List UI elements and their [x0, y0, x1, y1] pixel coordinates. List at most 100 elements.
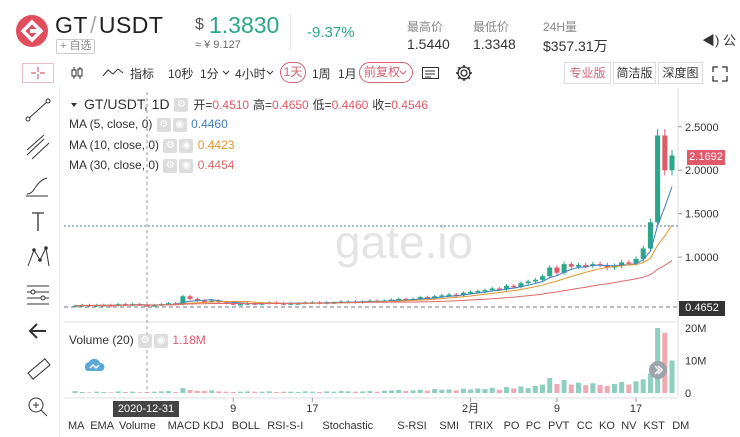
indicator-pc[interactable]: PC — [525, 420, 542, 432]
moving-averages — [74, 186, 673, 307]
time-tick-label: 2月 — [462, 403, 479, 415]
volume-bar — [525, 388, 531, 393]
sound-toggle[interactable]: ◀) 公 — [702, 33, 736, 48]
eye-icon[interactable]: ◉ — [172, 117, 187, 132]
candle-body — [446, 294, 452, 297]
ohlc-close: 收=0.4546 — [372, 98, 428, 112]
view-simple-tab[interactable]: 简洁版 — [613, 62, 656, 84]
cloud-icon[interactable] — [83, 356, 107, 376]
gear-icon[interactable]: ⚙ — [138, 333, 153, 348]
time-tick-label: 9 — [230, 403, 236, 415]
fullscreen-icon[interactable] — [711, 65, 729, 83]
gear-icon[interactable]: ⚙ — [163, 138, 178, 153]
text-tool-icon[interactable] — [22, 209, 54, 235]
volume-bar — [597, 384, 603, 393]
indicator-boll[interactable]: BOLL — [231, 420, 260, 432]
parallel-channel-icon[interactable] — [22, 135, 54, 161]
zoom-in-icon[interactable] — [22, 394, 54, 420]
volume-bar — [165, 391, 172, 393]
indicator-smi[interactable]: SMI — [439, 420, 459, 432]
interval-4h[interactable]: 4小时 — [235, 67, 266, 81]
collapse-icon[interactable] — [70, 101, 78, 109]
price-tick-label: 1.5000 — [685, 209, 719, 221]
interval-10s[interactable]: 10秒 — [168, 67, 194, 81]
indicator-kst[interactable]: KST — [643, 420, 665, 432]
back-arrow-icon[interactable] — [22, 318, 54, 344]
indicator-dm[interactable]: DM — [672, 420, 690, 432]
volume-bar — [619, 381, 625, 393]
adjust-dropdown[interactable]: 前复权 — [359, 62, 413, 83]
volume-bar — [388, 390, 394, 393]
candle-body — [237, 304, 243, 306]
candle-body — [619, 262, 625, 266]
fibonacci-icon[interactable] — [22, 281, 54, 307]
line-type-icon[interactable] — [102, 67, 124, 79]
indicator-s-rsi[interactable]: S-RSI — [397, 420, 427, 432]
volume-bar — [237, 391, 243, 393]
candle-body — [669, 155, 675, 171]
volume-tick-label: 20M — [685, 323, 706, 335]
indicator-nv[interactable]: NV — [621, 420, 637, 432]
indicator-trix[interactable]: TRIX — [468, 420, 494, 432]
interval-1mo[interactable]: 1月 — [338, 67, 357, 81]
last-price: 1.3830 — [209, 12, 280, 38]
eye-icon[interactable]: ◉ — [179, 158, 194, 173]
volume-bar — [475, 388, 481, 393]
indicator-macd[interactable]: MACD — [167, 420, 200, 432]
chevron-down-icon[interactable] — [222, 70, 230, 76]
candle-body — [417, 297, 423, 299]
stat-high-label: 最高价 — [407, 20, 444, 34]
eye-icon[interactable]: ◉ — [154, 333, 169, 348]
indicator-button[interactable]: 指标 — [130, 67, 155, 81]
current-price-tag: 2.1692 — [687, 150, 725, 165]
interval-1w[interactable]: 1周 — [312, 67, 331, 81]
gear-icon[interactable]: ⚙ — [163, 158, 178, 173]
volume-bar — [489, 387, 495, 393]
ruler-icon[interactable] — [22, 357, 54, 383]
volume-bar — [209, 390, 215, 393]
stat-low-value: 1.3348 — [473, 36, 516, 52]
interval-1d[interactable]: 1天 — [280, 62, 306, 83]
indicator-cc[interactable]: CC — [576, 420, 593, 432]
chevron-down-icon[interactable] — [266, 70, 274, 76]
settings-panel-icon[interactable] — [421, 65, 441, 81]
trend-line-icon[interactable] — [22, 97, 54, 123]
brush-icon[interactable] — [22, 173, 54, 199]
volume-bar — [338, 391, 344, 393]
ohlc-low: 低=0.4460 — [312, 98, 369, 112]
chart-toolbar: 指标 10秒 1分 4小时 1天 1周 1月 前复权 专业版 简洁版 深度图 — [0, 60, 740, 86]
view-pro-tab[interactable]: 专业版 — [564, 62, 611, 84]
crosshair-tool-icon[interactable] — [22, 63, 54, 83]
indicator-volume[interactable]: Volume — [119, 420, 156, 432]
gear-icon[interactable]: ⚙ — [174, 98, 189, 113]
indicator-ma[interactable]: MA — [68, 420, 85, 432]
candle-type-icon[interactable] — [70, 66, 84, 80]
indicator-kdj[interactable]: KDJ — [203, 420, 224, 432]
indicator-rsi-s-i[interactable]: RSI-S-I — [267, 420, 304, 432]
candle-body — [547, 267, 553, 277]
candle-body — [626, 262, 632, 264]
pattern-icon[interactable] — [22, 244, 54, 270]
add-favorite-button[interactable]: + 自选 — [56, 39, 96, 54]
volume-bar — [374, 391, 380, 393]
market-header: GT/USDT + 自选 $ 1.3830 ≈ ¥ 9.127 -9.37% 最… — [0, 0, 740, 60]
indicator-stochastic[interactable]: Stochastic — [322, 420, 374, 432]
candle-body — [482, 290, 488, 292]
indicator-ema[interactable]: EMA — [90, 420, 115, 432]
scroll-right-icon[interactable] — [648, 360, 668, 380]
indicator-pvt[interactable]: PVT — [548, 420, 570, 432]
indicator-ko[interactable]: KO — [599, 420, 615, 432]
candle-body — [583, 264, 589, 267]
ohlc-open: 开=0.4510 — [193, 98, 250, 112]
interval-1m[interactable]: 1分 — [200, 67, 219, 81]
indicator-po[interactable]: PO — [503, 420, 520, 432]
gear-icon[interactable]: ⚙ — [156, 117, 171, 132]
adjust-label: 前复权 — [364, 65, 401, 79]
volume-bar — [101, 392, 107, 393]
view-depth-tab[interactable]: 深度图 — [658, 62, 703, 84]
eye-icon[interactable]: ◉ — [179, 138, 194, 153]
volume-bar — [201, 391, 207, 393]
gear-icon[interactable] — [454, 63, 474, 83]
candle-body — [475, 291, 481, 293]
